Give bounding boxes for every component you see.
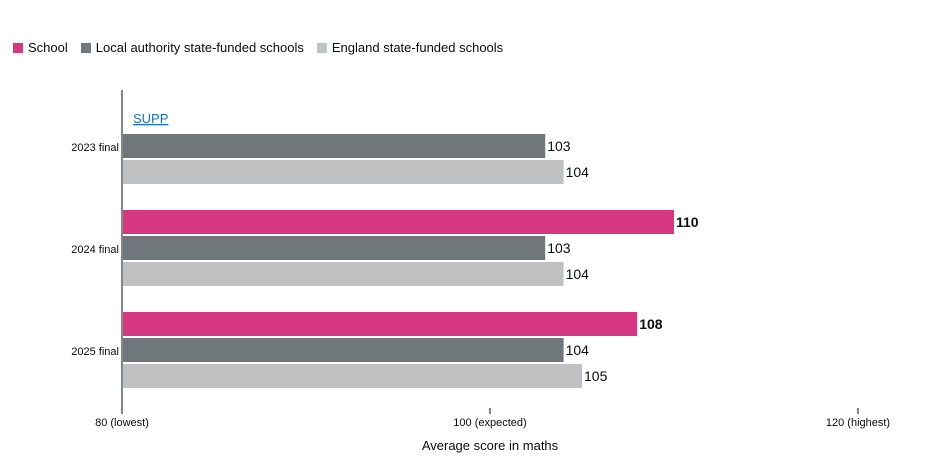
legend-label-england: England state-funded schools bbox=[331, 40, 504, 55]
legend-swatch-school bbox=[12, 41, 24, 54]
bar-school bbox=[123, 210, 674, 234]
y-category-label: 2023 final bbox=[71, 142, 119, 154]
bar-value-label: 105 bbox=[584, 368, 608, 384]
bar-local-authority-state-funded-schools bbox=[123, 236, 546, 260]
legend-swatch-england bbox=[315, 41, 328, 54]
x-tick-label: 120 (highest) bbox=[826, 417, 890, 429]
y-category-label: 2025 final bbox=[71, 346, 119, 358]
legend-label-local-authority: Local authority state-funded schools bbox=[95, 40, 304, 55]
legend-label-school: School bbox=[28, 40, 68, 55]
suppressed-value-label: SUPP bbox=[133, 111, 168, 126]
chart-legend: School Local authority state-funded scho… bbox=[12, 40, 515, 55]
bar-england-state-funded-schools bbox=[123, 160, 564, 184]
bar-value-label: 110 bbox=[676, 214, 699, 230]
bar-england-state-funded-schools bbox=[123, 262, 564, 286]
bar-school bbox=[123, 312, 638, 336]
y-category-label: 2024 final bbox=[71, 244, 119, 256]
legend-item-local-authority: Local authority state-funded schools bbox=[79, 40, 304, 55]
x-tick-label: 100 (expected) bbox=[453, 417, 526, 429]
bar-value-label: 104 bbox=[566, 266, 590, 282]
legend-item-england: England state-funded schools bbox=[315, 40, 504, 55]
bar-value-label: 108 bbox=[639, 316, 663, 332]
x-axis-label: Average score in maths bbox=[422, 438, 559, 453]
legend-item-school: School bbox=[12, 40, 68, 55]
bar-england-state-funded-schools bbox=[123, 364, 582, 388]
bar-local-authority-state-funded-schools bbox=[123, 134, 546, 158]
bar-value-label: 104 bbox=[566, 342, 590, 358]
bar-value-label: 103 bbox=[547, 138, 571, 154]
legend-swatch-local-authority bbox=[79, 41, 92, 54]
bar-local-authority-state-funded-schools bbox=[123, 338, 564, 362]
x-tick-label: 80 (lowest) bbox=[95, 417, 149, 429]
bar-value-label: 104 bbox=[566, 164, 590, 180]
bar-value-label: 103 bbox=[547, 240, 571, 256]
